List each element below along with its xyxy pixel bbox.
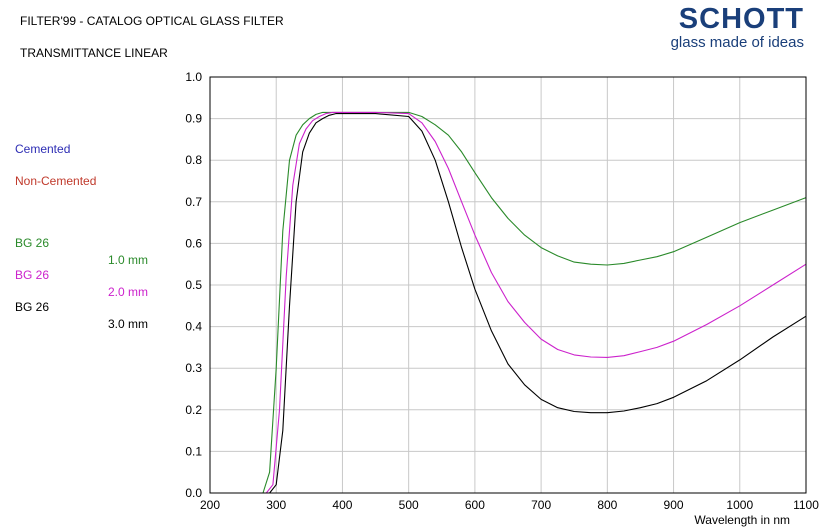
plot-frame xyxy=(209,76,807,494)
legend-cemented: Cemented xyxy=(15,142,71,156)
x-tick-label: 800 xyxy=(597,498,617,512)
chart-subtitle: TRANSMITTANCE LINEAR xyxy=(20,46,168,60)
chart-series xyxy=(262,111,807,494)
y-tick-label: 1.0 xyxy=(185,70,202,84)
y-tick-label: 0.9 xyxy=(185,112,202,126)
legend-entry-1-name: BG 26 xyxy=(15,236,50,250)
x-tick-label: 300 xyxy=(266,498,286,512)
chart-title: FILTER'99 - CATALOG OPTICAL GLASS FILTER xyxy=(20,14,284,28)
legend-non-cemented: Non-Cemented xyxy=(15,174,97,188)
y-tick-label: 0.7 xyxy=(185,195,202,209)
y-tick-label: 0.2 xyxy=(185,403,202,417)
legend-entry-2-thickness: 2.0 mm xyxy=(108,285,149,299)
x-tick-label: 600 xyxy=(465,498,485,512)
x-axis-label: Wavelength in nm xyxy=(694,513,790,527)
series-line-3 xyxy=(269,113,807,494)
logo-tagline: glass made of ideas xyxy=(670,34,804,51)
y-tick-label: 0.4 xyxy=(185,320,202,334)
chart-grid xyxy=(210,77,806,493)
x-tick-label: 500 xyxy=(399,498,419,512)
logo-brand: SCHOTT xyxy=(678,3,804,35)
legend-entry-3-name: BG 26 xyxy=(15,300,50,314)
y-tick-label: 0.3 xyxy=(185,361,202,375)
y-tick-label: 0.0 xyxy=(185,486,202,500)
y-tick-label: 0.5 xyxy=(185,278,202,292)
legend-entry-3-thickness: 3.0 mm xyxy=(108,317,149,331)
y-tick-label: 0.1 xyxy=(185,444,202,458)
series-line-2 xyxy=(265,111,807,494)
x-tick-label: 900 xyxy=(664,498,684,512)
x-tick-label: 1100 xyxy=(793,498,819,512)
x-tick-label: 1000 xyxy=(726,498,753,512)
x-tick-label: 700 xyxy=(531,498,551,512)
chart-tick-labels: 200 300 400 500 600 700 800 900 1000 1100 0.0 0.1 0.… xyxy=(185,70,819,512)
schott-logo: SCHOTT glass made of ideas xyxy=(634,4,804,51)
y-tick-label: 0.8 xyxy=(185,153,202,167)
x-tick-label: 200 xyxy=(200,498,220,512)
y-tick-label: 0.6 xyxy=(185,236,202,250)
legend-entry-1-thickness: 1.0 mm xyxy=(108,253,149,267)
x-tick-label: 400 xyxy=(332,498,352,512)
legend-entry-2-name: BG 26 xyxy=(15,268,50,282)
series-line-1 xyxy=(262,111,807,494)
